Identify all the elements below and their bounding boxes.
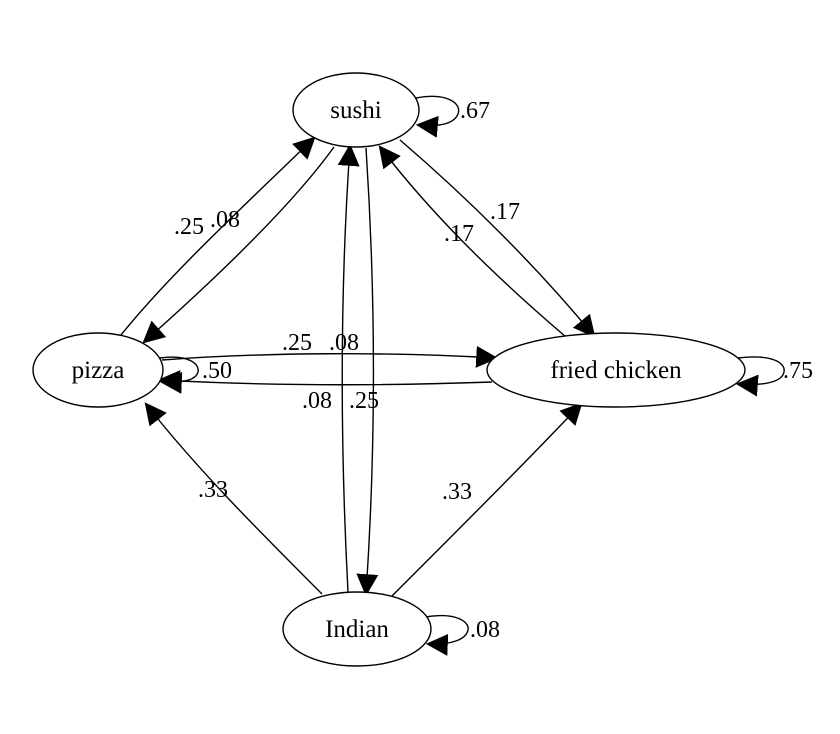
edge-pizza-self bbox=[159, 356, 199, 394]
nodes: sushi pizza fried chicken Indian bbox=[32, 72, 746, 667]
edge-indian-to-fried-chicken bbox=[391, 402, 583, 597]
node-pizza: pizza bbox=[32, 332, 164, 408]
edge-sushi-self bbox=[415, 95, 460, 138]
edge-indian-self bbox=[425, 615, 469, 656]
edge-label-sushi-to-pizza: .08 bbox=[210, 207, 240, 233]
node-sushi: sushi bbox=[292, 72, 420, 148]
node-label-fried-chicken: fried chicken bbox=[550, 357, 682, 384]
edge-label-sushi-to-fried-chicken: .17 bbox=[490, 199, 520, 225]
edge-pizza-to-fried-chicken bbox=[161, 345, 499, 368]
edge-sushi-to-pizza bbox=[142, 146, 335, 344]
edge-label-fried-chicken-to-pizza: .08 bbox=[302, 388, 332, 414]
edge-label-fried-chicken-to-sushi: .17 bbox=[444, 221, 474, 247]
edge-label-indian-to-pizza: .33 bbox=[198, 477, 228, 503]
node-fried-chicken: fried chicken bbox=[486, 332, 746, 408]
edge-pizza-to-sushi bbox=[120, 136, 316, 336]
node-label-sushi: sushi bbox=[330, 97, 381, 124]
node-label-pizza: pizza bbox=[72, 357, 125, 384]
node-label-indian: Indian bbox=[325, 616, 389, 643]
edge-fried-chicken-to-pizza bbox=[157, 370, 493, 393]
edges bbox=[120, 95, 785, 656]
edge-label-pizza-self: .50 bbox=[202, 358, 232, 384]
edge-sushi-to-indian bbox=[356, 147, 379, 597]
edge-label-sushi-self: .67 bbox=[460, 98, 490, 124]
edge-label-pizza-to-fried-chicken: .25 bbox=[282, 330, 312, 356]
edge-label-pizza-to-sushi: .25 bbox=[174, 214, 204, 240]
edge-indian-to-sushi bbox=[337, 143, 360, 593]
edge-label-indian-to-sushi: .08 bbox=[329, 330, 359, 356]
edge-label-indian-self: .08 bbox=[470, 617, 500, 643]
edge-label-fried-chicken-self: .75 bbox=[783, 358, 813, 384]
edge-indian-to-pizza bbox=[144, 402, 323, 595]
edge-label-sushi-to-indian: .25 bbox=[349, 388, 379, 414]
edge-label-indian-to-fried-chicken: .33 bbox=[442, 479, 472, 505]
edge-fried-chicken-to-sushi bbox=[378, 145, 567, 338]
edge-labels: .67 .50 .75 .08 .25 .08 .17 .17 .25 .08 … bbox=[174, 98, 813, 643]
node-indian: Indian bbox=[282, 591, 432, 667]
edge-sushi-to-fried-chicken bbox=[399, 139, 596, 338]
edge-fried-chicken-self bbox=[735, 356, 785, 397]
